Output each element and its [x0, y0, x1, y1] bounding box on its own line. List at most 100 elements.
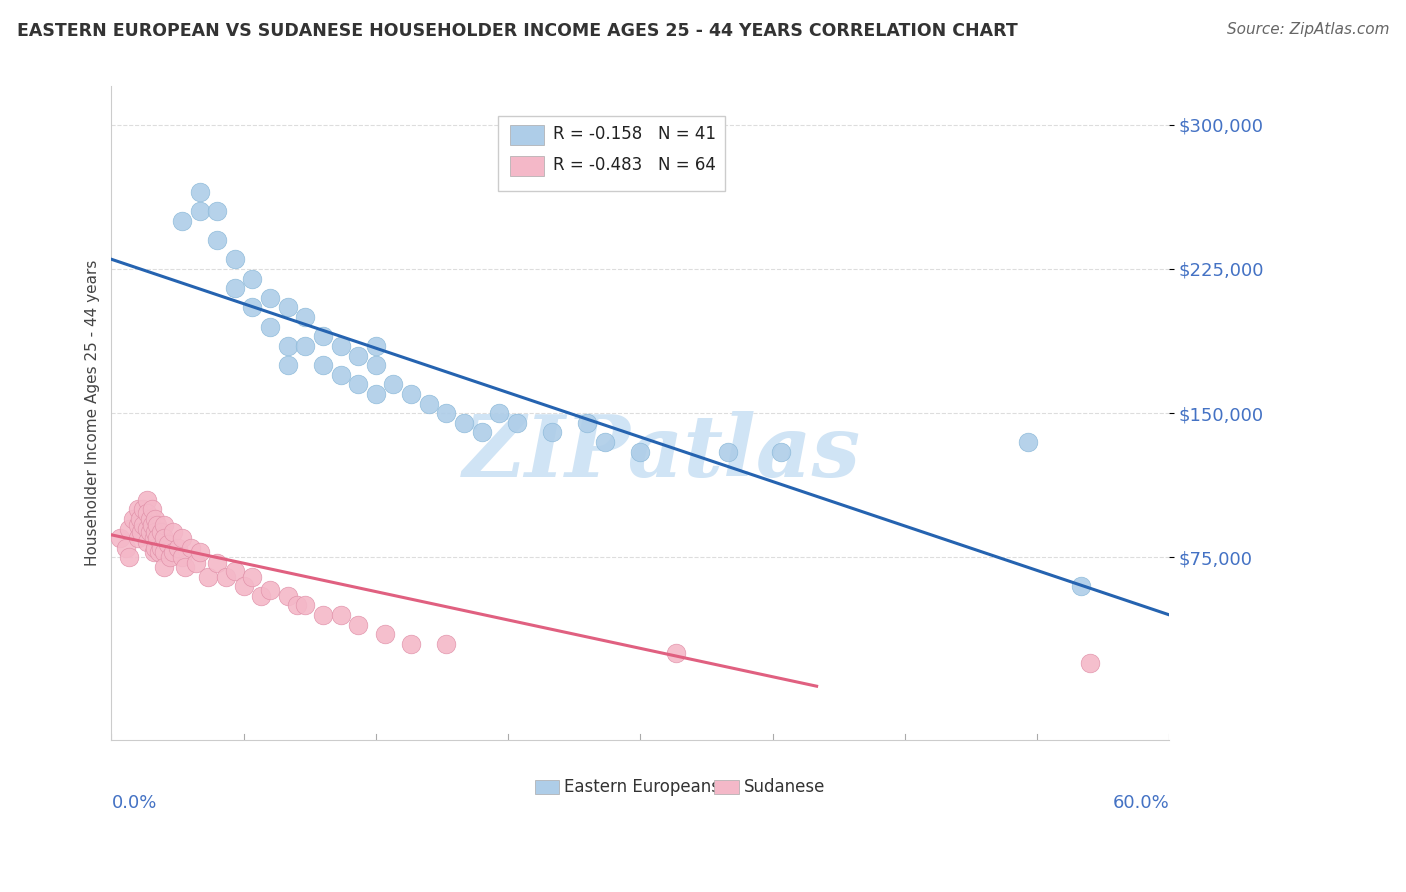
Point [593, 435, 616, 450]
Point [142, 531, 165, 545]
Point [717, 444, 740, 458]
Point [153, 544, 176, 558]
Point [153, 517, 176, 532]
Point [224, 252, 246, 267]
Point [146, 531, 169, 545]
Point [242, 271, 264, 285]
Point [285, 599, 308, 613]
Point [162, 525, 184, 540]
Text: EASTERN EUROPEAN VS SUDANESE HOUSEHOLDER INCOME AGES 25 - 44 YEARS CORRELATION C: EASTERN EUROPEAN VS SUDANESE HOUSEHOLDER… [17, 22, 1018, 40]
Point [488, 406, 510, 420]
Point [170, 214, 193, 228]
Point [131, 525, 153, 540]
Point [141, 502, 163, 516]
Text: 0.0%: 0.0% [111, 794, 157, 812]
Point [205, 556, 228, 570]
Point [453, 416, 475, 430]
Point [506, 416, 529, 430]
Text: Source: ZipAtlas.com: Source: ZipAtlas.com [1226, 22, 1389, 37]
Point [434, 637, 457, 651]
Point [174, 560, 197, 574]
Point [145, 525, 167, 540]
FancyBboxPatch shape [714, 780, 738, 794]
Point [250, 589, 273, 603]
Point [364, 358, 387, 372]
Point [170, 531, 193, 545]
Point [277, 589, 299, 603]
Point [162, 544, 184, 558]
Point [215, 569, 238, 583]
Point [418, 396, 440, 410]
Point [197, 569, 219, 583]
Point [628, 444, 651, 458]
Point [347, 617, 370, 632]
Point [665, 647, 688, 661]
Point [259, 291, 281, 305]
Point [364, 387, 387, 401]
Point [294, 339, 316, 353]
Point [127, 531, 149, 545]
Point [118, 522, 141, 536]
Point [329, 608, 352, 623]
Point [184, 556, 207, 570]
Point [205, 204, 228, 219]
Point [224, 564, 246, 578]
FancyBboxPatch shape [510, 156, 544, 176]
Point [312, 329, 335, 343]
Point [576, 416, 599, 430]
Point [374, 627, 396, 641]
Point [149, 541, 172, 555]
Point [135, 535, 157, 549]
Point [364, 339, 387, 353]
Y-axis label: Householder Income Ages 25 - 44 years: Householder Income Ages 25 - 44 years [86, 260, 100, 566]
Point [141, 517, 163, 532]
Point [277, 301, 299, 315]
Point [294, 310, 316, 324]
Point [329, 339, 352, 353]
Point [121, 512, 143, 526]
Point [259, 582, 281, 597]
FancyBboxPatch shape [510, 125, 544, 145]
Point [399, 637, 422, 651]
Point [224, 281, 246, 295]
Point [110, 531, 132, 545]
Point [153, 560, 176, 574]
Point [770, 444, 793, 458]
Point [312, 608, 335, 623]
Text: R = -0.483   N = 64: R = -0.483 N = 64 [553, 156, 716, 175]
Point [1017, 435, 1039, 450]
Point [148, 544, 170, 558]
Point [135, 506, 157, 520]
Point [128, 512, 150, 526]
Point [277, 339, 299, 353]
Point [139, 525, 162, 540]
Point [149, 525, 172, 540]
Point [145, 512, 167, 526]
Point [170, 550, 193, 565]
Point [277, 358, 299, 372]
Point [434, 406, 457, 420]
Point [114, 541, 136, 555]
Point [156, 537, 179, 551]
Point [347, 377, 370, 392]
FancyBboxPatch shape [534, 780, 558, 794]
Point [135, 492, 157, 507]
Point [180, 541, 202, 555]
Point [135, 522, 157, 536]
Text: Eastern Europeans: Eastern Europeans [564, 778, 720, 796]
Text: Sudanese: Sudanese [744, 778, 825, 796]
FancyBboxPatch shape [498, 116, 725, 191]
Point [1078, 656, 1101, 670]
Point [167, 541, 190, 555]
Text: ZIPatlas: ZIPatlas [463, 410, 860, 494]
Point [471, 425, 494, 440]
Point [127, 517, 149, 532]
Point [188, 544, 211, 558]
Point [541, 425, 564, 440]
Point [188, 204, 211, 219]
Point [347, 349, 370, 363]
Point [205, 233, 228, 247]
Point [132, 502, 155, 516]
Text: R = -0.158   N = 41: R = -0.158 N = 41 [553, 125, 716, 143]
Point [132, 517, 155, 532]
